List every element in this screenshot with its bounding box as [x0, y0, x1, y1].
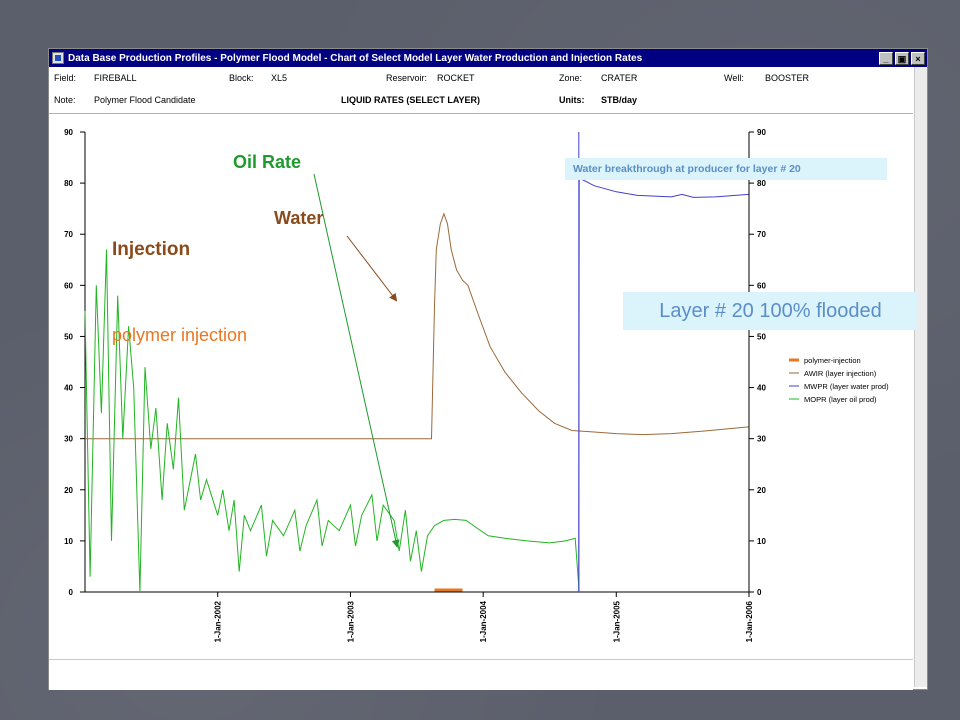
app-icon: [52, 52, 64, 64]
series-mwpr: [578, 177, 749, 593]
units-label: Units:: [559, 95, 585, 105]
y-tick-label-right: 0: [757, 588, 762, 597]
window-title: Data Base Production Profiles - Polymer …: [68, 52, 643, 64]
flooded-text: Layer # 20 100% flooded: [659, 300, 882, 322]
y-tick-label-right: 40: [757, 384, 766, 393]
y-tick-label-left: 0: [69, 588, 74, 597]
legend-entry: polymer-injection: [804, 356, 861, 365]
y-tick-label-right: 60: [757, 281, 766, 290]
legend-entry: AWIR (layer injection): [804, 369, 877, 378]
y-tick-label-left: 60: [64, 281, 73, 290]
reservoir-label: Reservoir:: [386, 73, 428, 83]
bottom-strip: [49, 659, 913, 690]
field-value: FIREBALL: [94, 73, 137, 83]
x-tick-label: 1-Jan-2004: [479, 600, 488, 642]
maximize-button[interactable]: ▣: [895, 51, 909, 65]
well-value: BOOSTER: [765, 73, 810, 83]
y-tick-label-left: 70: [64, 230, 73, 239]
zone-label: Zone:: [559, 73, 583, 83]
reservoir-value: ROCKET: [437, 73, 475, 83]
title-bar: Data Base Production Profiles - Polymer …: [49, 49, 927, 67]
oil-rate-label: Oil Rate: [233, 152, 301, 172]
liquid-rates-chart: 0 0 10 10 20 20 30 30 40 40 50 50 60 60 70 70 80 80 90 90 1-…: [64, 128, 889, 642]
close-button[interactable]: ×: [911, 51, 925, 65]
y-tick-label-left: 20: [64, 486, 73, 495]
legend-entry: MOPR (layer oil prod): [804, 395, 877, 404]
header-panel: Field: FIREBALL Block: XL5 Reservoir: RO…: [49, 67, 927, 113]
injection-label: Injection: [112, 239, 190, 260]
chart-window: Data Base Production Profiles - Polymer …: [48, 48, 928, 690]
block-label: Block:: [229, 73, 254, 83]
oil-rate-arrow: [313, 173, 400, 548]
y-tick-label-left: 30: [64, 435, 73, 444]
x-tick-label: 1-Jan-2006: [745, 600, 754, 642]
breakthrough-callout: Water breakthrough at producer for layer…: [565, 158, 887, 180]
zone-value: CRATER: [601, 73, 638, 83]
x-tick-label: 1-Jan-2002: [214, 600, 223, 642]
y-tick-label-right: 90: [757, 128, 766, 137]
well-label: Well:: [724, 73, 744, 83]
units-value: STB/day: [601, 95, 638, 105]
y-tick-label-right: 20: [757, 486, 766, 495]
y-tick-label-right: 50: [757, 332, 766, 341]
y-tick-label-right: 10: [757, 537, 766, 546]
breakthrough-text: Water breakthrough at producer for layer…: [573, 163, 801, 175]
block-value: XL5: [271, 73, 288, 83]
field-label: Field:: [54, 73, 77, 83]
y-tick-label-left: 40: [64, 384, 73, 393]
legend-entry: MWPR (layer water prod): [804, 382, 889, 391]
minimize-button[interactable]: _: [879, 51, 893, 65]
flooded-callout: Layer # 20 100% flooded: [623, 292, 918, 330]
water-arrow: [346, 235, 398, 302]
note-label: Note:: [54, 95, 76, 105]
y-tick-label-right: 80: [757, 179, 766, 188]
series-mopr: [84, 249, 580, 593]
vertical-scrollbar[interactable]: [914, 67, 927, 687]
water-label: Water: [274, 208, 323, 228]
chart-heading: LIQUID RATES (SELECT LAYER): [341, 95, 481, 105]
y-tick-label-right: 70: [757, 230, 766, 239]
plot-frame: 0 0 10 10 20 20 30 30 40 40 50 50 60 60 70 70 80 80 90 90 1-…: [49, 113, 913, 658]
y-tick-label-right: 30: [757, 435, 766, 444]
y-tick-label-left: 90: [64, 128, 73, 137]
y-tick-label-left: 80: [64, 179, 73, 188]
polymer-injection-label: polymer injection: [112, 325, 247, 345]
y-tick-label-left: 50: [64, 332, 73, 341]
x-tick-label: 1-Jan-2005: [612, 600, 621, 642]
x-tick-label: 1-Jan-2003: [346, 600, 355, 642]
series-awir: [85, 212, 749, 440]
note-value: Polymer Flood Candidate: [94, 95, 196, 105]
y-tick-label-left: 10: [64, 537, 73, 546]
